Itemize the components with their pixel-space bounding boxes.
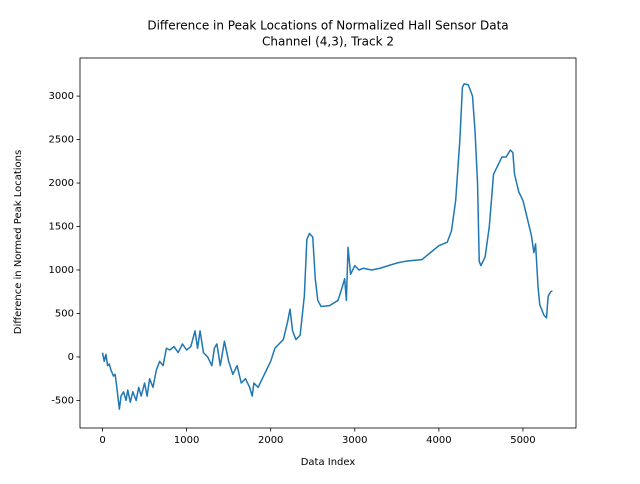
chart-title: Difference in Peak Locations of Normaliz… <box>147 19 508 33</box>
y-tick-label: 2000 <box>49 178 74 189</box>
x-tick-label: 2000 <box>258 435 283 446</box>
y-tick-label: 500 <box>55 308 74 319</box>
x-tick-label: 1000 <box>174 435 199 446</box>
chart-subtitle: Channel (4,3), Track 2 <box>262 35 394 49</box>
y-tick-label: 2500 <box>49 135 74 146</box>
y-axis-label: Difference in Normed Peak Locations <box>13 150 24 334</box>
x-axis-label: Data Index <box>301 457 356 468</box>
x-tick-label: 3000 <box>342 435 367 446</box>
axes-frame <box>79 57 577 429</box>
y-tick-label: 0 <box>68 352 74 363</box>
y-tick-label: -500 <box>51 395 74 406</box>
data-line <box>101 83 553 410</box>
y-tick-label: 3000 <box>49 91 74 102</box>
x-tick-label: 5000 <box>510 435 535 446</box>
y-tick-label: 1000 <box>49 265 74 276</box>
y-tick-label: 1500 <box>49 222 74 233</box>
x-tick-label: 4000 <box>426 435 451 446</box>
x-tick-label: 0 <box>99 435 105 446</box>
